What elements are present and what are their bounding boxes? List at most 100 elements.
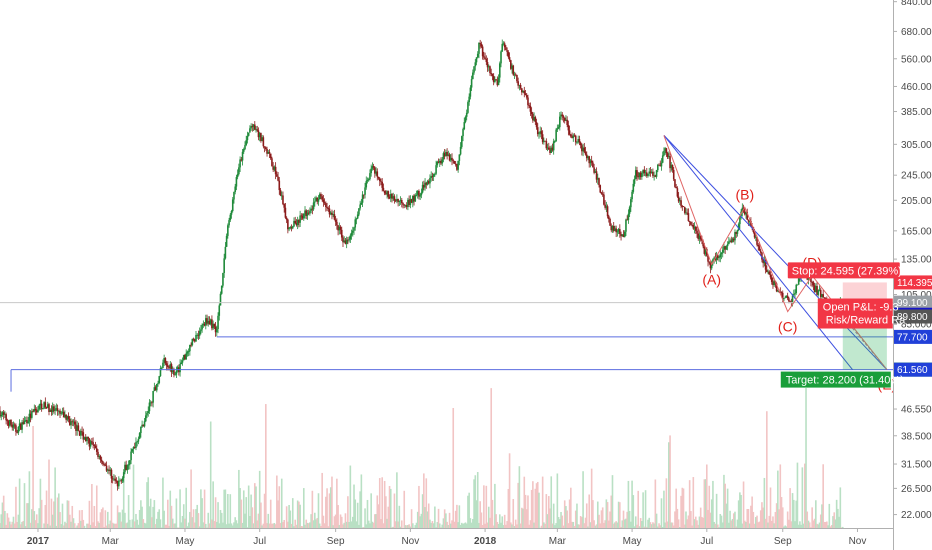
candle-body [146, 413, 148, 416]
volume-bar [204, 523, 207, 528]
candle-body [446, 152, 448, 156]
volume-bar [109, 520, 112, 528]
volume-bar [461, 522, 463, 528]
volume-bar [429, 519, 431, 528]
stop-text: Stop: 24.595 (27.39%) [792, 265, 902, 277]
candle-body [331, 212, 333, 215]
volume-bar [497, 523, 500, 528]
volume-bar [641, 520, 643, 528]
volume-bar [233, 522, 235, 528]
volume-bar [140, 500, 142, 528]
volume-bar [244, 513, 246, 528]
volume-bar [293, 526, 295, 528]
candle-body [8, 419, 11, 426]
volume-bar [550, 476, 553, 528]
candle-body [596, 178, 599, 180]
candle-body [582, 147, 584, 152]
volume-bar [789, 488, 791, 528]
candle-body [378, 178, 381, 182]
candle-body [796, 284, 799, 286]
volume-bar [201, 498, 203, 528]
candle-body [372, 166, 375, 168]
candle-body [225, 235, 228, 247]
candle-body [605, 206, 608, 208]
volume-bar [235, 520, 238, 528]
volume-bar [565, 506, 567, 528]
candle-body [291, 226, 294, 229]
candle-body [29, 413, 32, 418]
candle-body [276, 174, 278, 177]
candle-body [772, 281, 774, 286]
volume-bar [636, 524, 638, 528]
volume-bar [218, 523, 221, 528]
volume-bar [110, 480, 113, 528]
volume-bar [508, 453, 511, 528]
candle-body [770, 277, 773, 282]
candle-body [480, 43, 483, 47]
volume-bar [306, 522, 309, 528]
candle-body [50, 409, 53, 412]
candle-body [38, 405, 40, 410]
candle-body [665, 148, 668, 154]
candle-body [407, 199, 409, 208]
volume-bar [543, 522, 545, 528]
volume-bar [812, 520, 815, 528]
candle-body [671, 164, 674, 170]
candle-body [638, 172, 641, 177]
candle-body [409, 199, 412, 205]
candle-body [492, 75, 495, 82]
volume-bar [258, 470, 261, 528]
candle-body [138, 433, 141, 439]
candle-body [164, 357, 167, 364]
volume-bar [383, 480, 386, 528]
volume-bar [389, 488, 392, 528]
volume-bar [266, 523, 268, 528]
volume-bar [775, 503, 778, 528]
volume-bar [835, 499, 838, 528]
volume-bar [687, 515, 690, 528]
candle-body [171, 370, 174, 373]
volume-bar [549, 508, 551, 528]
volume-bar [173, 523, 175, 528]
volume-bar [821, 504, 823, 528]
volume-bar [714, 523, 717, 528]
volume-bar [704, 479, 707, 528]
candle-body [534, 117, 537, 122]
volume-bar [638, 526, 641, 528]
volume-bar [826, 521, 828, 528]
candle-body [157, 382, 159, 384]
volume-bar [603, 522, 605, 528]
volume-bar [387, 506, 390, 528]
candle-body [408, 199, 410, 205]
candle-body [369, 173, 371, 180]
candle-body [398, 200, 401, 202]
candle-body [571, 136, 573, 138]
volume-bar [496, 521, 499, 528]
candle-body [70, 421, 72, 425]
candle-body [344, 240, 347, 244]
volume-bar [815, 500, 817, 528]
volume-bar [23, 483, 26, 528]
volume-bar [10, 524, 12, 528]
candle-body [347, 239, 349, 241]
candle-body [380, 181, 382, 182]
candle-body [255, 129, 257, 131]
volume-bar [141, 506, 143, 528]
volume-bar [823, 521, 826, 528]
volume-bar [104, 510, 107, 528]
candle-body [231, 199, 234, 212]
volume-bar [516, 524, 518, 528]
price-tick-label: 385.000 [901, 107, 932, 118]
target-text: Target: 28.200 (31.40%) [786, 375, 904, 387]
volume-bar [149, 498, 152, 528]
volume-bar [214, 497, 217, 528]
volume-bar [752, 511, 755, 528]
volume-bar [724, 483, 726, 528]
volume-bar [681, 487, 684, 528]
candle-body [99, 456, 102, 460]
candle-body [187, 351, 190, 353]
volume-bar [257, 513, 260, 528]
candle-body [675, 186, 677, 189]
candle-body [343, 240, 346, 243]
